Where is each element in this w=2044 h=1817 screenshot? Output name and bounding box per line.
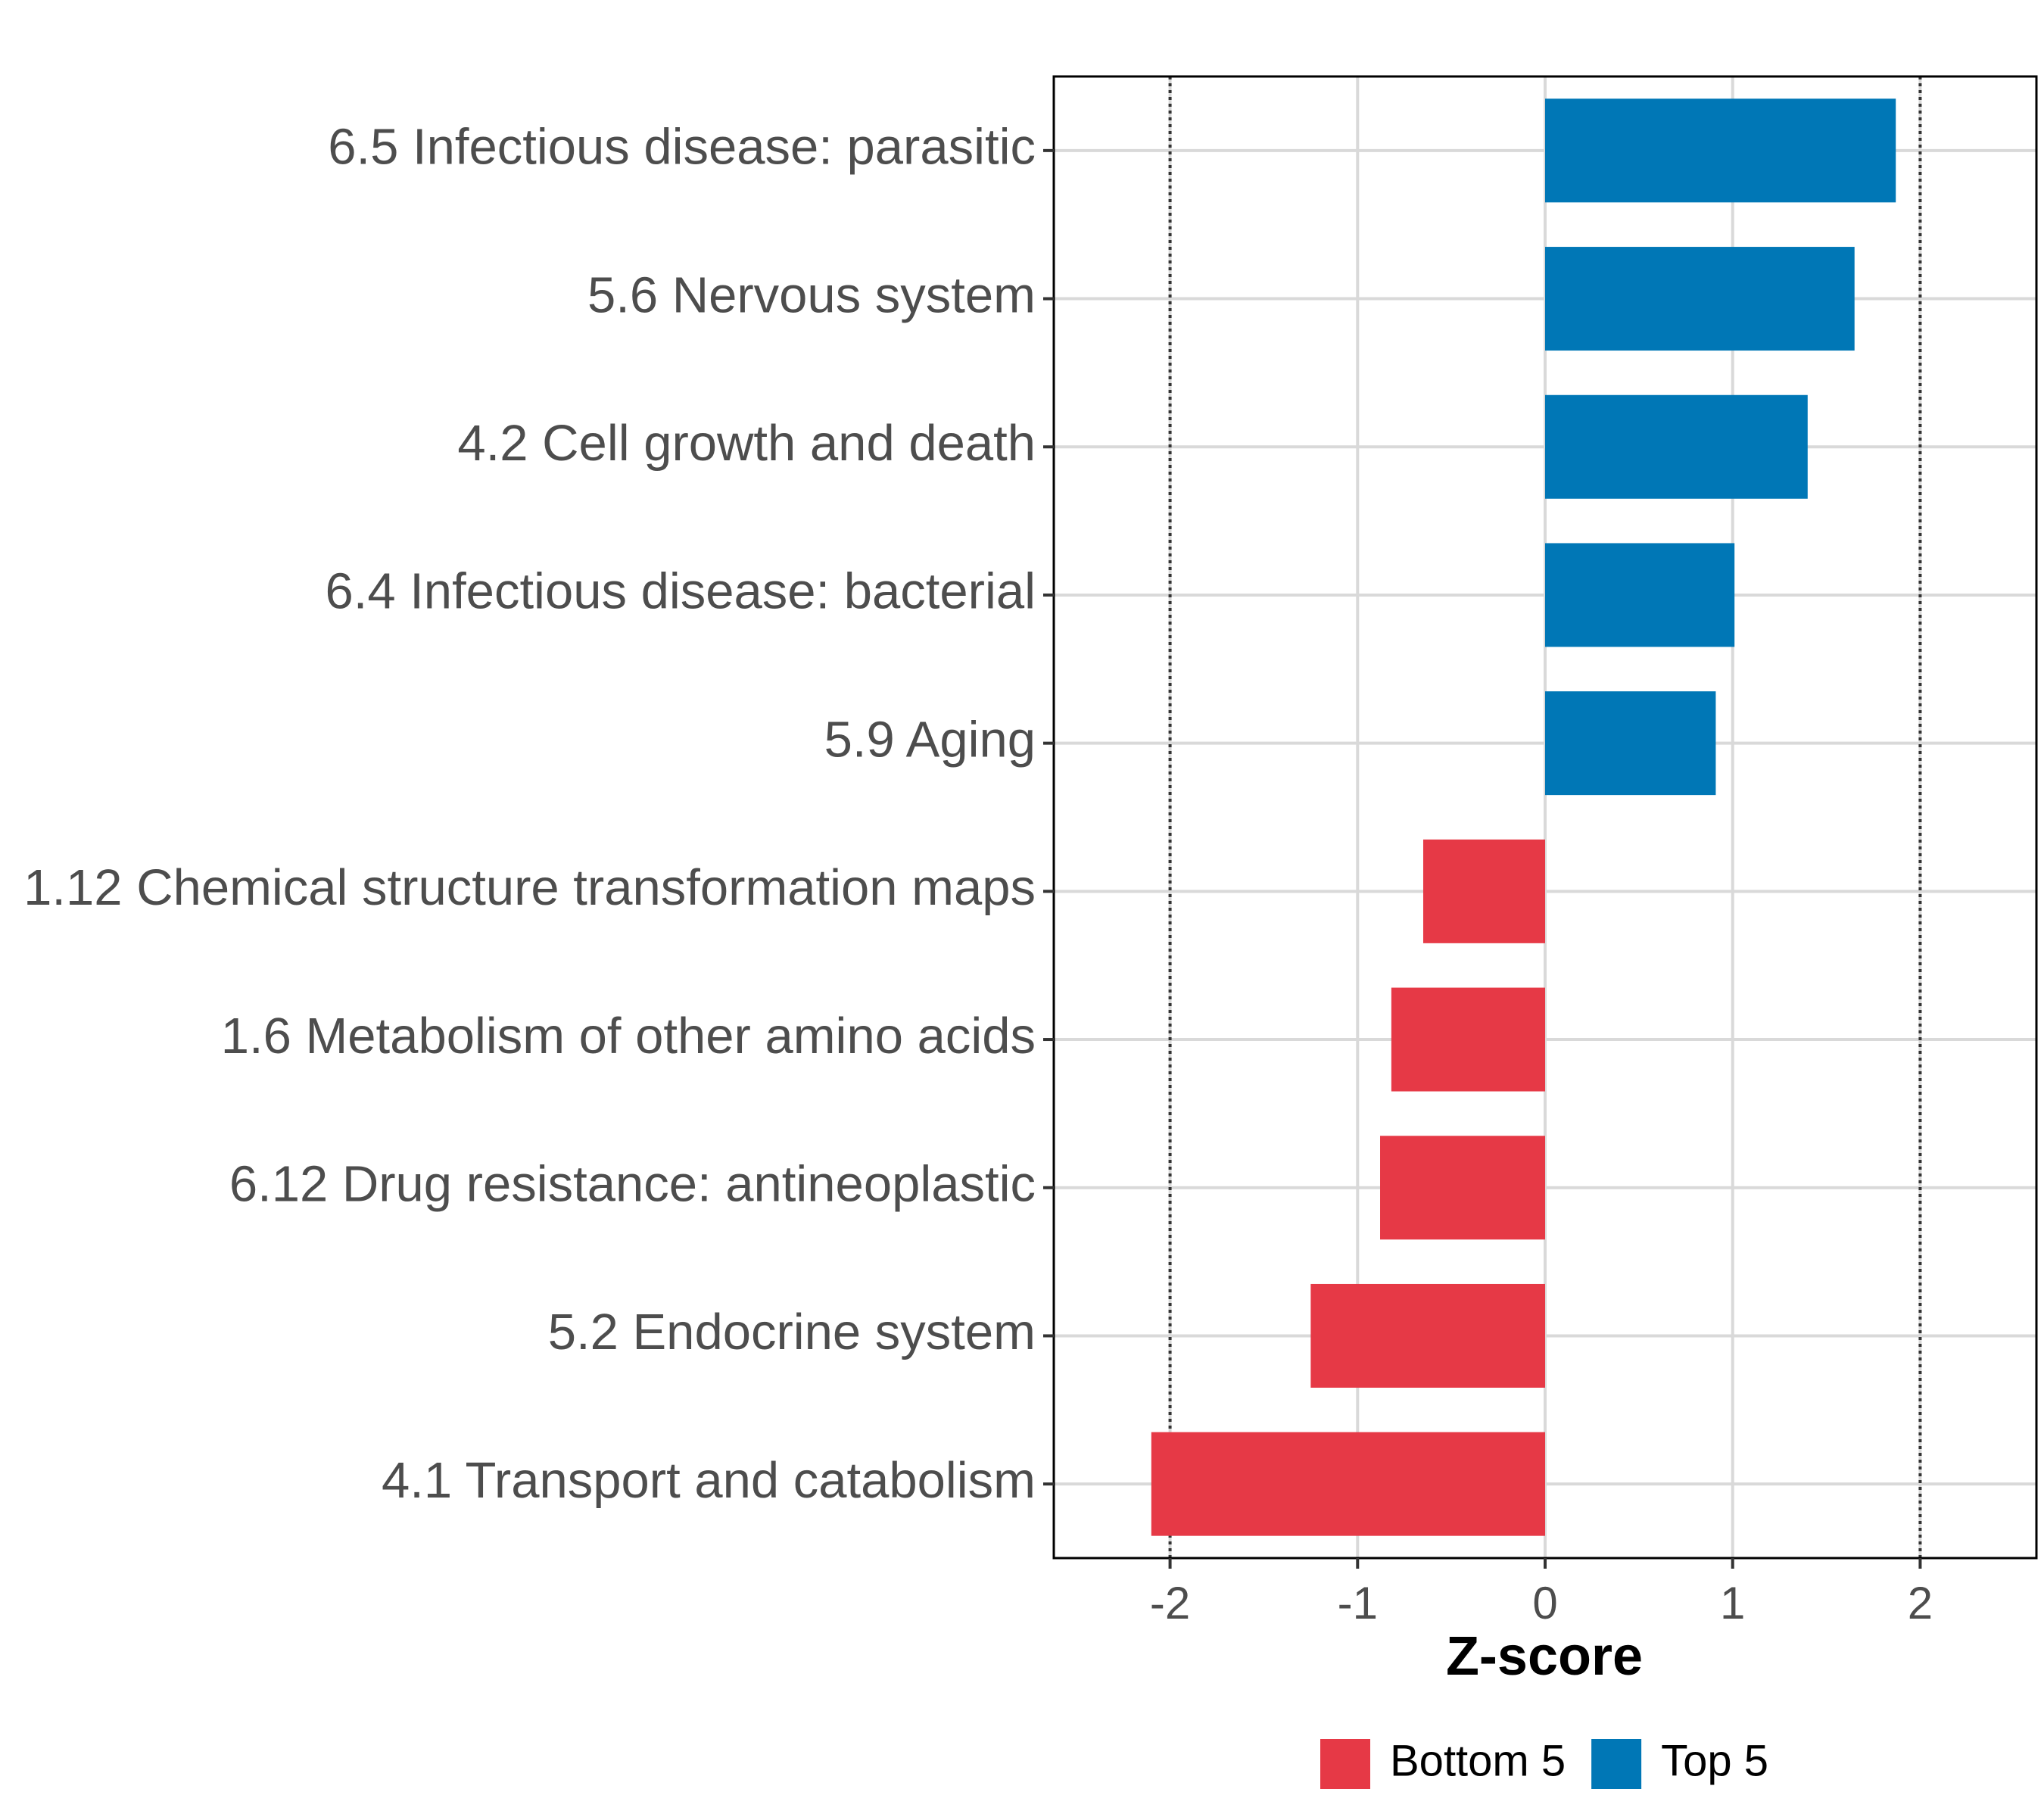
category-labels: 6.5 Infectious disease: parasitic 5.6 Ner… <box>23 119 1036 1509</box>
legend-swatch-1 <box>1320 1739 1371 1789</box>
bar-1 <box>1545 98 1896 203</box>
x-tick-label-2: 0 <box>1532 1578 1557 1628</box>
bars <box>1151 98 1896 1536</box>
x-tick-label-4: 2 <box>1908 1578 1933 1628</box>
bar-9 <box>1310 1283 1545 1388</box>
bar-7 <box>1391 987 1545 1092</box>
x-tick-label-0: -2 <box>1150 1578 1190 1628</box>
x-tick-label-1: -1 <box>1338 1578 1378 1628</box>
bar-5 <box>1545 691 1716 796</box>
category-label-6: 1.12 Chemical structure transformation m… <box>23 859 1036 916</box>
category-label-3: 4.2 Cell growth and death <box>457 415 1036 472</box>
category-label-7: 1.6 Metabolism of other amino acids <box>221 1008 1036 1064</box>
bar-6 <box>1422 839 1545 943</box>
legend: Bottom 5 Top 5 <box>1320 1736 1768 1789</box>
x-axis-ticks <box>1168 1558 1922 1569</box>
bar-10 <box>1151 1432 1545 1536</box>
x-tick-label-3: 1 <box>1720 1578 1745 1628</box>
bar-4 <box>1545 543 1735 647</box>
x-tick-labels: -2 -1 0 1 2 <box>1150 1578 1933 1628</box>
bar-8 <box>1380 1136 1545 1240</box>
reference-lines <box>1168 76 1922 1558</box>
legend-swatch-2 <box>1591 1739 1642 1789</box>
category-label-9: 5.2 Endocrine system <box>548 1304 1036 1360</box>
bar-2 <box>1545 247 1855 351</box>
category-label-10: 4.1 Transport and catabolism <box>382 1452 1036 1509</box>
x-axis-title: Z-score <box>1446 1626 1643 1687</box>
category-label-1: 6.5 Infectious disease: parasitic <box>328 119 1036 176</box>
category-label-4: 6.4 Infectious disease: bacterial <box>325 563 1036 620</box>
legend-label-1: Bottom 5 <box>1390 1736 1566 1785</box>
bar-3 <box>1545 394 1808 499</box>
y-axis-ticks <box>1043 148 1054 1486</box>
category-label-2: 5.6 Nervous system <box>587 266 1036 323</box>
category-label-5: 5.9 Aging <box>824 711 1036 768</box>
category-label-8: 6.12 Drug resistance: antineoplastic <box>229 1155 1036 1212</box>
legend-label-2: Top 5 <box>1661 1736 1768 1785</box>
